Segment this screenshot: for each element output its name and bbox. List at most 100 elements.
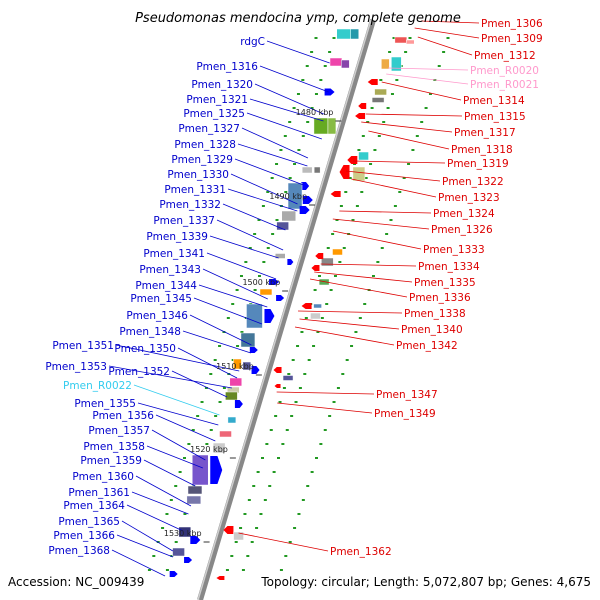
gene-block	[191, 454, 209, 486]
gene-block	[350, 28, 359, 40]
right-leader-line	[277, 402, 373, 414]
kbp-markers: 1480 kbp 1490 kbp 1500 kbp 1510 kbp 1520 kbp…	[164, 108, 342, 543]
gene-block	[225, 391, 238, 401]
right-leader-line	[386, 73, 469, 85]
left-leader-line	[193, 297, 263, 325]
forward-gene-arrow	[299, 206, 310, 214]
left-gene-label: Pmen_1316	[196, 61, 258, 73]
left-gene-label: Pmen_1344	[135, 280, 197, 292]
reverse-gene-arrow	[339, 165, 350, 179]
gene-block	[242, 361, 252, 371]
forward-gene-arrow	[302, 196, 313, 204]
forward-gene-arrow	[190, 536, 201, 544]
reverse-gene-arrow	[330, 191, 341, 197]
left-gene-label: Pmen_1327	[178, 123, 240, 135]
left-leader-line	[171, 370, 228, 398]
right-leader-line	[332, 218, 430, 230]
gene-block	[391, 56, 402, 72]
reverse-gene-arrow	[347, 156, 358, 164]
kbp-label: 1480 kbp	[296, 108, 334, 117]
gene-block	[371, 97, 385, 103]
gene-block	[310, 312, 321, 320]
forward-gene-arrow	[234, 400, 243, 408]
gene-block	[341, 59, 350, 69]
gene-block	[219, 430, 232, 438]
right-leader-line	[294, 326, 395, 346]
right-gene-label: Pmen_1312	[474, 50, 536, 62]
left-gene-label: Pmen_1343	[139, 264, 201, 276]
left-leader-line	[137, 402, 219, 426]
left-gene-label: Pmen_1345	[130, 293, 192, 305]
right-leader-line	[238, 532, 329, 552]
right-gene-label: Pmen_1317	[454, 127, 516, 139]
left-gene-label: Pmen_1356	[92, 410, 154, 422]
forward-gene-arrow	[251, 366, 260, 374]
right-gene-label: Pmen_1338	[404, 308, 466, 320]
gene-block	[327, 117, 337, 135]
left-leader-line	[202, 268, 268, 300]
right-gene-label: Pmen_1362	[330, 546, 392, 558]
left-leader-line	[234, 158, 304, 186]
right-gene-label: Pmen_1318	[451, 144, 513, 156]
reverse-gene-arrow	[273, 367, 282, 373]
forward-gene-arrow	[249, 347, 258, 353]
forward-gene-arrow	[269, 279, 280, 285]
gene-block	[336, 28, 351, 40]
right-gene-label: Pmen_1306	[481, 18, 543, 30]
gene-block	[240, 332, 256, 348]
left-gene-label: Pmen_1348	[119, 326, 181, 338]
gene-block	[212, 442, 226, 454]
genome-summary: Topology: circular; Length: 5,072,807 bp…	[260, 575, 591, 589]
gene-features	[169, 28, 415, 580]
left-gene-label: Pmen_1325	[183, 108, 245, 120]
forward-gene-arrow	[169, 571, 178, 577]
reverse-gene-arrow	[274, 384, 281, 388]
right-leader-line	[351, 178, 437, 198]
gene-block	[313, 303, 322, 309]
right-gene-label: Pmen_1324	[433, 208, 495, 220]
forward-gene-arrow	[184, 557, 193, 563]
left-gene-label: Pmen_R0022	[63, 380, 132, 392]
reverse-gene-arrow	[311, 265, 320, 271]
gene-block	[178, 526, 192, 538]
gene-block	[172, 547, 185, 557]
gene-block	[358, 151, 369, 161]
left-gene-label: Pmen_1350	[114, 343, 176, 355]
right-gene-label: Pmen_1326	[431, 224, 493, 236]
forward-gene-arrow	[324, 88, 335, 96]
left-gene-label: Pmen_1352	[108, 366, 170, 378]
right-gene-label: Pmen_1319	[447, 158, 509, 170]
gene-block	[227, 416, 237, 424]
left-gene-label: Pmen_1358	[83, 441, 145, 453]
gene-block	[187, 485, 203, 495]
kbp-label: 1520 kbp	[190, 445, 228, 454]
gene-block	[233, 531, 244, 541]
reverse-gene-arrow	[216, 576, 225, 580]
left-leader-line	[227, 188, 298, 212]
left-gene-label: Pmen_1329	[171, 154, 233, 166]
left-leader-line	[126, 504, 184, 532]
left-gene-label: Pmen_1332	[159, 199, 221, 211]
left-gene-label: Pmen_1355	[74, 398, 136, 410]
left-leader-line	[116, 534, 174, 558]
left-leader-line	[237, 143, 308, 167]
left-gene-label: Pmen_1361	[68, 487, 130, 499]
backbone-line	[197, 19, 376, 600]
left-leader-line	[151, 429, 206, 461]
left-leader-line	[182, 330, 251, 354]
gene-block	[274, 253, 286, 259]
right-leader-line	[352, 160, 446, 164]
right-gene-label: Pmen_1333	[423, 244, 485, 256]
right-leader-line	[320, 263, 417, 267]
left-leader-line	[135, 475, 192, 507]
left-leader-line	[111, 549, 166, 577]
left-leader-line	[249, 98, 324, 122]
left-gene-label: Pmen_1339	[146, 231, 208, 243]
right-gene-label: Pmen_1334	[418, 261, 480, 273]
left-gene-label: Pmen_1321	[186, 94, 248, 106]
right-leader-line	[414, 27, 480, 39]
forward-gene-arrow	[287, 259, 294, 265]
right-leader-line	[368, 130, 450, 150]
kbp-label: 1500 kbp	[242, 278, 280, 287]
